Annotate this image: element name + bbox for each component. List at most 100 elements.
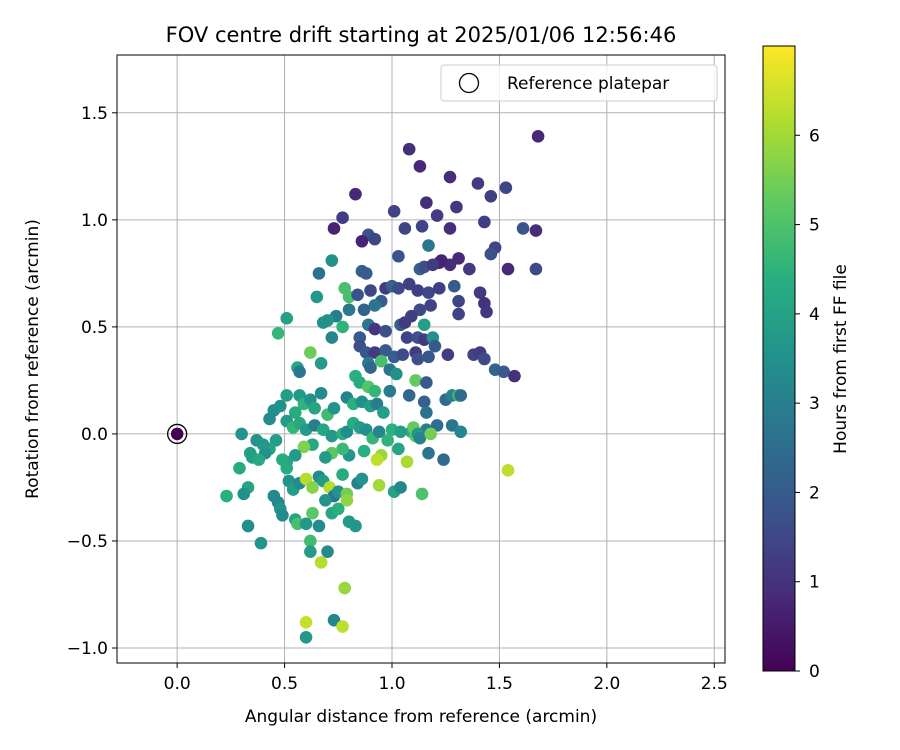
data-point — [392, 442, 405, 456]
data-point — [516, 222, 530, 235]
data-point — [254, 536, 268, 550]
x-tick-label: 0.5 — [271, 674, 298, 694]
data-point — [448, 279, 461, 293]
reference-point — [170, 427, 184, 441]
y-tick-label: 1.0 — [81, 211, 108, 231]
data-point — [402, 142, 416, 156]
data-point — [327, 401, 341, 415]
y-tick-label: 0.0 — [81, 425, 108, 445]
data-point — [340, 493, 354, 507]
data-point — [370, 397, 384, 411]
data-point — [478, 215, 491, 229]
data-point — [379, 344, 392, 357]
x-tick-label: 2.5 — [701, 674, 728, 694]
colorbar-ticks: 0 1 2 3 4 5 6 — [795, 126, 820, 682]
data-point — [325, 254, 339, 267]
data-point — [383, 384, 397, 398]
data-point — [280, 461, 294, 475]
data-point — [411, 284, 425, 297]
data-point — [452, 307, 465, 321]
data-point — [299, 616, 313, 629]
legend-box — [440, 64, 718, 102]
data-point — [405, 309, 418, 323]
data-point — [508, 369, 521, 383]
data-point — [357, 444, 371, 458]
y-tick-label: 1.5 — [81, 104, 108, 124]
y-tick-label: 0.5 — [81, 318, 108, 338]
colorbar: 0 1 2 3 4 5 6 Hours from first FF file — [762, 45, 851, 682]
x-tick-label: 0.0 — [164, 674, 191, 694]
data-point — [422, 350, 435, 364]
data-point — [415, 219, 429, 233]
data-point — [316, 316, 330, 329]
data-point — [293, 365, 306, 379]
legend-marker-ring — [458, 72, 480, 94]
data-point — [452, 294, 465, 308]
data-point — [364, 361, 377, 374]
data-point — [420, 376, 433, 389]
data-point — [430, 209, 444, 222]
data-point — [312, 519, 326, 533]
data-point — [415, 487, 429, 501]
data-point — [314, 386, 328, 400]
data-point — [241, 519, 255, 533]
data-point — [280, 312, 294, 325]
y-tick-label: −0.5 — [67, 532, 108, 552]
data-point — [256, 438, 270, 451]
data-point — [473, 286, 487, 299]
data-point — [280, 389, 294, 402]
data-point — [387, 204, 401, 218]
data-point — [402, 389, 416, 402]
data-point — [428, 339, 442, 353]
data-point — [398, 222, 412, 235]
data-point — [325, 331, 339, 344]
data-point — [351, 288, 364, 302]
data-point — [411, 352, 425, 366]
data-point — [314, 556, 328, 569]
colorbar-gradient — [762, 45, 796, 672]
data-point — [422, 446, 435, 460]
data-point — [394, 481, 407, 494]
data-point — [480, 305, 493, 319]
data-point — [422, 239, 435, 252]
data-point — [377, 406, 390, 419]
data-point — [304, 534, 317, 548]
data-point — [499, 181, 513, 195]
data-point — [355, 472, 369, 486]
data-point — [338, 581, 352, 595]
data-point — [454, 425, 468, 439]
data-point — [340, 425, 354, 439]
data-point — [289, 406, 302, 419]
data-point — [420, 196, 433, 210]
data-point — [273, 399, 287, 413]
colorbar-tick-label: 4 — [809, 305, 820, 325]
data-point — [400, 455, 414, 469]
data-point — [359, 267, 373, 280]
data-point — [450, 200, 463, 214]
chart-title: FOV centre drift starting at 2025/01/06 … — [166, 23, 677, 47]
data-point — [417, 395, 431, 409]
data-point — [336, 320, 349, 334]
data-point — [424, 299, 437, 312]
data-point — [304, 346, 317, 359]
data-point — [252, 453, 266, 466]
data-point — [478, 352, 491, 366]
data-point — [402, 277, 416, 291]
data-point — [443, 170, 457, 184]
data-point — [501, 464, 515, 477]
data-point — [426, 258, 440, 272]
data-point — [235, 427, 248, 441]
colorbar-tick-label: 3 — [809, 394, 820, 414]
data-point — [276, 508, 289, 522]
data-point — [381, 434, 394, 447]
data-point — [327, 613, 341, 627]
data-point — [355, 234, 369, 248]
data-point — [349, 187, 362, 201]
colorbar-tick-label: 6 — [809, 126, 820, 146]
data-point — [233, 461, 246, 475]
data-point — [220, 489, 233, 503]
data-point — [312, 267, 326, 280]
data-point — [327, 222, 341, 235]
data-point — [357, 303, 371, 317]
